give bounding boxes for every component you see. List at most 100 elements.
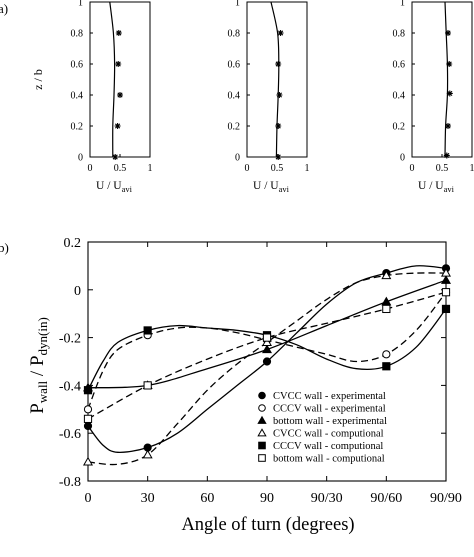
panel-b-label: b) xyxy=(0,240,9,255)
y-tick-label: 0.2 xyxy=(393,122,406,133)
y-axis-title-subscript-wall: wall xyxy=(35,380,50,403)
y-tick-label: 0.8 xyxy=(393,29,406,40)
data-point-marker xyxy=(257,428,267,437)
x-tick-label: 0.5 xyxy=(114,163,127,174)
data-point-marker xyxy=(440,267,452,277)
data-point-marker xyxy=(83,405,93,414)
x-tick-label: 1 xyxy=(305,163,310,174)
plot-frame xyxy=(411,1,473,158)
y-tick-label: 0.6 xyxy=(228,60,241,71)
legend-entry-label: CVCC wall - experimental xyxy=(273,391,386,402)
velocity-profile-curve xyxy=(270,1,280,158)
x-axis-label: U / Uavi xyxy=(418,180,455,194)
x-axis-label: U / Uavi xyxy=(96,180,133,194)
measured-point-marker xyxy=(446,90,453,97)
series-curve-4 xyxy=(87,272,447,466)
x-tick-label: 30 xyxy=(141,491,155,506)
y-tick-label: -0.4 xyxy=(59,379,81,394)
velocity-profile-curve xyxy=(109,1,116,158)
y-tick-label: -0.6 xyxy=(59,427,81,442)
data-point-marker xyxy=(382,362,391,371)
x-tick-label: 60 xyxy=(200,491,214,506)
data-point-marker xyxy=(382,304,391,314)
y-tick-label: 0 xyxy=(78,153,83,164)
data-point-marker xyxy=(258,391,266,400)
data-point-marker xyxy=(261,337,273,346)
x-tick-label: 90/90 xyxy=(430,491,462,506)
measured-point-marker xyxy=(275,123,282,129)
measured-point-marker xyxy=(445,30,451,36)
data-point-marker xyxy=(382,350,391,359)
y-axis-label: z / b xyxy=(31,69,45,90)
measured-point-marker xyxy=(276,92,283,98)
x-tick-label: 90/60 xyxy=(370,491,402,506)
x-tick-label: 0 xyxy=(245,163,250,174)
data-point-marker xyxy=(83,414,93,423)
profile-plot-3: 0 0.2 0.4 0.6 0.8 1 0 0.5 1 U / Uavi xyxy=(393,0,474,194)
data-point-marker xyxy=(440,275,452,284)
x-axis-label: U / Uavi xyxy=(253,180,290,194)
data-point-marker xyxy=(83,386,93,395)
data-point-marker xyxy=(261,344,273,354)
x-axis-label-main: U / U xyxy=(418,180,444,192)
x-tick-label: 1 xyxy=(148,163,153,174)
measured-point-marker xyxy=(115,61,122,67)
measured-point-marker xyxy=(115,30,122,36)
x-tick-label: 90 xyxy=(260,491,274,506)
data-point-marker xyxy=(262,357,272,366)
x-axis-label-main: U / U xyxy=(96,180,122,192)
data-point-marker xyxy=(82,456,94,466)
data-point-marker xyxy=(257,415,267,424)
y-tick-label: 1 xyxy=(78,0,83,9)
x-tick-label: 0.5 xyxy=(271,163,284,174)
y-axis-title-p: P xyxy=(27,403,48,414)
y-tick-label: 0.2 xyxy=(71,122,84,133)
data-point-marker xyxy=(441,304,451,314)
measured-point-marker xyxy=(275,154,282,160)
data-point-marker xyxy=(143,326,152,335)
y-tick-label: -0.8 xyxy=(59,475,81,490)
data-point-marker xyxy=(258,404,266,412)
series-curve-6 xyxy=(87,291,447,420)
y-tick-label: 0.6 xyxy=(393,60,406,71)
x-tick-label: 0 xyxy=(410,163,415,174)
measured-point-marker xyxy=(443,152,450,159)
legend-entry-label: CCCV wall - experimental xyxy=(273,404,386,415)
data-point-marker xyxy=(83,421,93,431)
x-axis-title: Angle of turn (degrees) xyxy=(181,515,354,535)
measured-point-marker xyxy=(275,61,282,67)
y-tick-label: 0.6 xyxy=(71,60,84,71)
data-point-marker xyxy=(441,288,451,297)
legend-entry-label: CVCC wall - computional xyxy=(273,429,384,440)
y-tick-label: 0 xyxy=(400,153,405,164)
y-tick-label: 0.4 xyxy=(71,91,84,102)
y-axis-title-subscript-dyn: dyn(in) xyxy=(35,317,50,355)
legend-entry-label: bottom wall - computional xyxy=(273,454,385,465)
y-axis-title-divider: / P xyxy=(27,355,48,380)
data-point-marker xyxy=(262,333,272,342)
x-axis-label-subscript: avi xyxy=(444,184,455,194)
plot-frame xyxy=(89,1,151,158)
y-tick-label: 0.4 xyxy=(393,91,406,102)
measured-point-marker xyxy=(277,30,284,36)
data-point-marker xyxy=(258,454,266,462)
y-tick-label: 0.4 xyxy=(228,91,241,102)
measured-point-marker xyxy=(114,123,121,129)
y-tick-label: 1 xyxy=(400,0,405,9)
x-tick-label: 0.5 xyxy=(436,163,449,174)
data-point-marker xyxy=(143,381,152,390)
wall-pressure-plot: -0.8 -0.6 -0.4 -0.2 0 0.2 0 30 60 90 90/30 90/60 90/… xyxy=(27,236,462,535)
measured-point-marker xyxy=(445,123,451,129)
y-tick-label: 0.8 xyxy=(71,29,84,40)
x-axis-label-subscript: avi xyxy=(279,184,290,194)
x-axis-label-subscript: avi xyxy=(122,184,133,194)
legend-entry-label: CCCV wall - computional xyxy=(273,441,383,452)
y-tick-label: 0.2 xyxy=(228,122,241,133)
x-tick-label: 0 xyxy=(85,491,92,506)
y-tick-label: 0 xyxy=(74,284,81,299)
data-point-marker xyxy=(142,449,153,459)
x-tick-label: 1 xyxy=(470,163,474,174)
legend-entry-label: bottom wall - experimental xyxy=(273,416,387,427)
y-tick-label: 0.8 xyxy=(228,29,241,40)
